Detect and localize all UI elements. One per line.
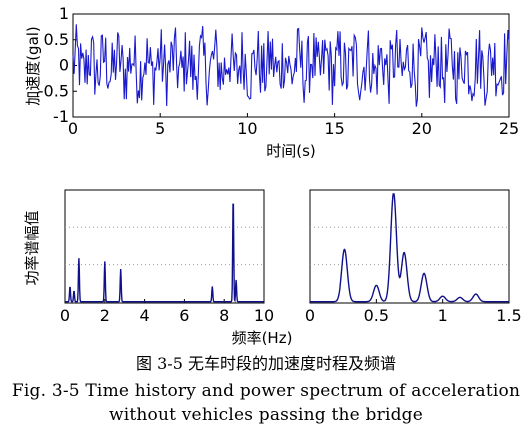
spectrum-left-chart: 0 2 4 6 8 10 功率谱幅值 [23,189,274,325]
figure-caption-chinese: 图 3-5 无车时段的加速度时程及频谱 [136,354,396,373]
spectrum-right-series-line [310,193,509,303]
spectrum-right-chart: 0 0.5 1 1.5 [305,189,522,325]
spectrum-right-ticks: 0 0.5 1 1.5 [305,299,522,325]
figure-caption-english-line2: without vehicles passing the bridge [108,405,424,425]
time-history-plot-frame [72,13,510,118]
spectrum-left-xtick-label: 2 [100,306,110,325]
time-history-ytick-label: -1 [53,107,69,126]
frequency-xlabel: 频率(Hz) [232,329,293,347]
spectrum-left-xtick-label: 4 [140,306,150,325]
spectrum-right-plot-frame [309,189,510,304]
time-history-xlabel: 时间(s) [266,142,316,160]
spectrum-right-xtick-label: 0.5 [364,306,389,325]
time-history-xtick-label: 5 [155,119,165,138]
time-history-ytick-label: -0.5 [38,81,69,100]
spectrum-ylabel: 功率谱幅值 [23,210,41,285]
spectrum-right-xtick-label: 0 [305,306,315,325]
spectrum-right-xtick-label: 1.5 [496,306,521,325]
spectrum-right-xtick-label: 1 [438,306,448,325]
spectrum-left-plot-frame [64,189,265,304]
time-history-series-line [72,24,510,107]
spectrum-right-grid [310,226,509,266]
spectrum-left-xtick-label: 8 [219,306,229,325]
spectrum-left-xtick-label: 6 [179,306,189,325]
time-history-xtick-label: 15 [324,119,344,138]
time-history-xtick-label: 25 [499,119,519,138]
spectrum-left-xtick-label: 10 [254,306,274,325]
spectrum-left-ticks: 0 2 4 6 8 10 [60,299,274,325]
time-history-chart: 0 5 10 15 20 25 1 0.5 0 -0.5 -1 加速度(gal) 时间(s) [24,4,519,160]
time-history-xtick-label: 10 [237,119,257,138]
time-history-xtick-label: 20 [412,119,432,138]
time-history-xtick-label: 0 [68,119,78,138]
time-history-ytick-label: 1 [59,4,69,23]
time-history-ylabel: 加速度(gal) [24,26,42,106]
spectrum-left-xtick-label: 0 [60,306,70,325]
spectrum-left-series-line [65,203,264,303]
time-history-ytick-label: 0 [59,56,69,75]
time-history-ticks: 0 5 10 15 20 25 1 0.5 0 -0.5 -1 [38,4,519,138]
figure-caption-english-line1: Fig. 3-5 Time history and power spectrum… [11,381,521,401]
time-history-ytick-label: 0.5 [44,30,69,49]
